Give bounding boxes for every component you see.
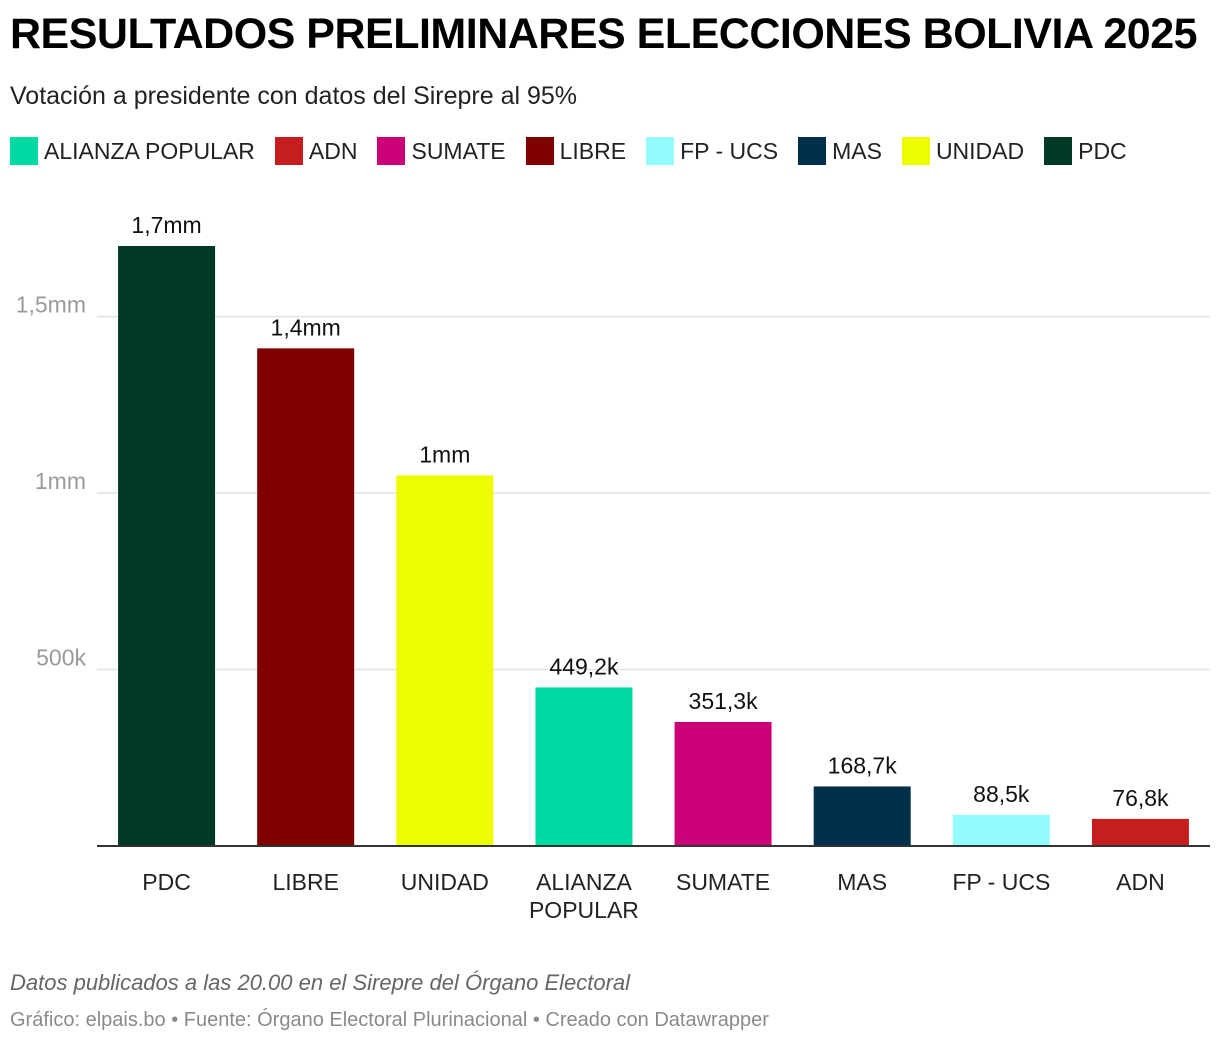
bar-value-label: 168,7k (828, 752, 898, 778)
legend-swatch (901, 137, 930, 165)
x-tick-label: SUMATE (676, 869, 770, 895)
bar-value-label: 1mm (419, 441, 470, 467)
bar (535, 687, 633, 846)
footer-credit: Gráfico: elpais.bo • Fuente: Órgano Elec… (10, 1009, 769, 1031)
bar (813, 786, 911, 846)
x-tick-label: FP - UCS (952, 869, 1050, 895)
legend-label: UNIDAD (935, 137, 1025, 164)
legend-item: FP - UCS (646, 137, 778, 165)
legend-item: MAS (798, 137, 882, 165)
bar (1091, 818, 1189, 846)
bar-value-label: 76,8k (1112, 785, 1169, 811)
bar-value-label: 1,4mm (271, 314, 341, 340)
legend-label: ADN (308, 137, 358, 164)
legend: ALIANZA POPULAR ADN SUMATE LIBRE FP - UCS MAS… (10, 137, 1147, 165)
x-tick-label: ALIANZA (536, 869, 633, 895)
legend-swatch (798, 137, 827, 165)
y-tick-label: 1mm (35, 468, 86, 494)
legend-swatch (646, 137, 675, 165)
y-tick-label: 500k (36, 645, 86, 671)
bar (257, 348, 355, 846)
bar (118, 246, 216, 846)
bar-value-label: 88,5k (973, 781, 1030, 807)
legend-item: LIBRE (525, 137, 627, 165)
bar (674, 722, 772, 846)
legend-label: FP - UCS (680, 137, 779, 164)
legend-swatch (274, 137, 303, 165)
legend-swatch (377, 137, 406, 165)
x-tick-label: MAS (837, 869, 887, 895)
bar (396, 475, 494, 846)
legend-swatch (525, 137, 554, 165)
chart-title: RESULTADOS PRELIMINARES ELECCIONES BOLIV… (10, 10, 1198, 58)
x-tick-label: LIBRE (272, 869, 338, 895)
footer-note: Datos publicados a las 20.00 en el Sirep… (10, 970, 631, 995)
legend-item: ALIANZA POPULAR (10, 137, 255, 165)
chart-subtitle: Votación a presidente con datos del Sire… (10, 82, 578, 110)
bar-chart: 500k 1mm 1,5mm 1,7mm PDC 1,4mm LIBRE 1mm UNIDAD 4… (16, 212, 1210, 923)
legend-item: UNIDAD (901, 137, 1025, 165)
legend-swatch (10, 137, 38, 165)
x-tick-label: UNIDAD (401, 869, 489, 895)
bar-value-label: 1,7mm (131, 212, 201, 238)
legend-swatch (1044, 137, 1073, 165)
bar (952, 814, 1050, 846)
legend-label: PDC (1078, 137, 1127, 164)
x-tick-label: POPULAR (529, 897, 639, 923)
x-tick-label: PDC (142, 869, 191, 895)
bar-value-label: 351,3k (689, 688, 759, 714)
legend-label: MAS (832, 137, 882, 164)
legend-item: ADN (274, 137, 358, 165)
bar-value-label: 449,2k (549, 653, 619, 679)
legend-label: ALIANZA POPULAR (44, 137, 255, 164)
x-tick-label: ADN (1116, 869, 1165, 895)
legend-label: LIBRE (559, 137, 627, 164)
legend-item: PDC (1044, 137, 1127, 165)
legend-item: SUMATE (377, 137, 506, 165)
y-tick-label: 1,5mm (16, 292, 86, 318)
legend-label: SUMATE (411, 137, 506, 164)
